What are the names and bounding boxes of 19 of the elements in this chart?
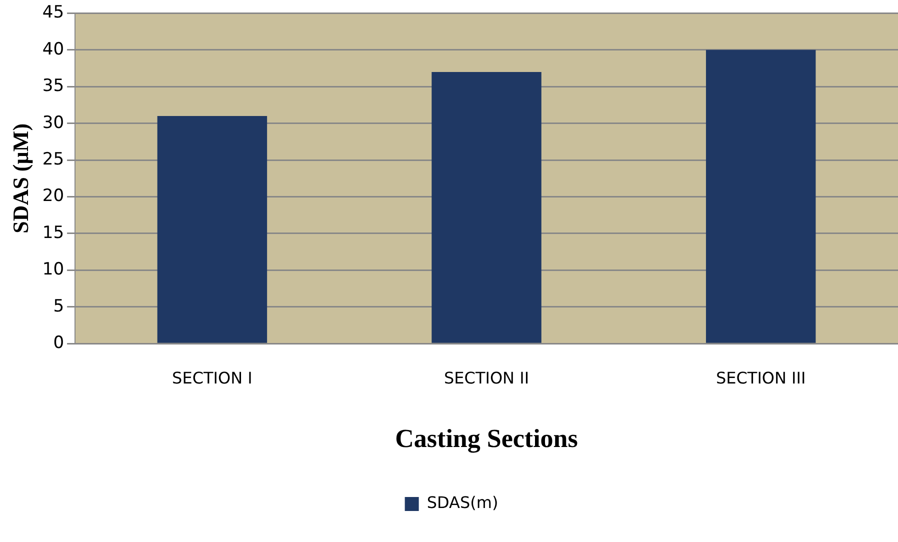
y-tick-label: 10 (42, 260, 64, 280)
y-tick-label: 0 (53, 333, 64, 354)
x-tick-label: SECTION II (444, 368, 530, 388)
y-tick-label: 20 (42, 186, 64, 206)
y-tick-label: 35 (42, 76, 64, 96)
y-tick-label: 45 (42, 2, 64, 23)
x-tick-label: SECTION III (716, 368, 806, 388)
legend-label: SDAS(m) (426, 493, 498, 512)
x-axis-title: Casting Sections (395, 424, 578, 454)
y-tick-label: 15 (42, 222, 64, 243)
y-tick-label: 40 (42, 39, 64, 60)
bar (432, 72, 542, 343)
y-tick-label: 30 (42, 112, 64, 133)
y-tick-label: 5 (53, 296, 64, 316)
x-tick-label: SECTION I (172, 368, 252, 388)
bar (706, 50, 816, 343)
bar (157, 116, 268, 343)
y-axis-title: SDAS (µM) (8, 123, 33, 234)
y-tick-label: 25 (42, 149, 64, 170)
